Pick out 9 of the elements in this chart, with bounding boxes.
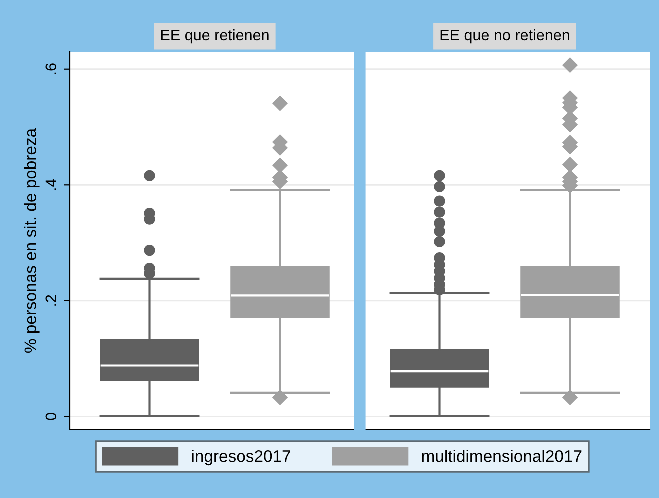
legend-label: multidimensional2017 bbox=[422, 450, 582, 462]
y-tick-label: .6 bbox=[46, 64, 57, 74]
x-tick-label: EE que retienen bbox=[161, 29, 269, 44]
y-axis-title: % personas en sit. de pobreza bbox=[24, 128, 40, 353]
y-tick-label: .2 bbox=[46, 295, 56, 306]
y-tick-label: 0 bbox=[46, 413, 57, 420]
y-tick-label: .4 bbox=[46, 179, 56, 190]
x-tick-label: EE que no retienen bbox=[440, 29, 570, 44]
legend-label: ingresos2017 bbox=[192, 450, 290, 466]
